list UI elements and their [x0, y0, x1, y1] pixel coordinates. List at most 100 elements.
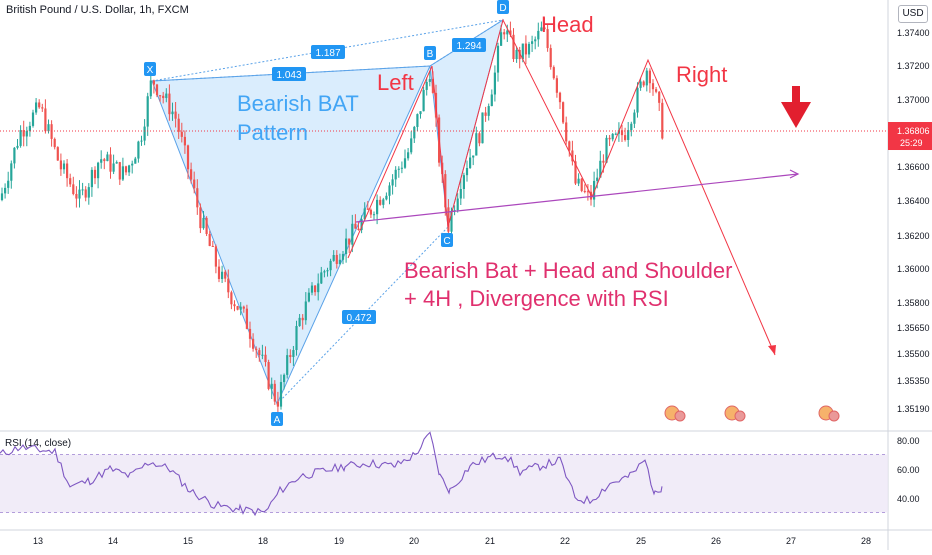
candle-body: [586, 191, 589, 193]
point-a-label: A: [274, 415, 281, 426]
point-c-label-badge[interactable]: [441, 233, 453, 247]
candle-body: [341, 254, 345, 260]
price-tick-label: 1.35350: [897, 376, 930, 386]
price-tick-label: 1.37000: [897, 95, 930, 105]
candle-body: [484, 112, 487, 116]
candle-body: [16, 145, 19, 148]
candle-body: [410, 138, 413, 153]
candle-body: [397, 168, 400, 170]
candle-body: [25, 131, 28, 137]
point-d-label: D: [499, 3, 506, 14]
candle-body: [28, 125, 31, 132]
candle-body: [137, 141, 140, 159]
candle-body: [159, 95, 162, 97]
candle-body: [577, 178, 580, 184]
candle-body: [611, 133, 614, 140]
candle-body: [66, 163, 69, 179]
candle-body: [19, 130, 22, 146]
candle-body: [276, 401, 279, 407]
candle-body: [171, 111, 174, 115]
candle-body: [174, 111, 177, 119]
ratio-xb-label-badge[interactable]: [311, 45, 345, 59]
summary-line2: + 4H , Divergence with RSI: [404, 286, 669, 311]
candle-body: [214, 246, 217, 267]
candle-body: [459, 188, 462, 199]
ratio-ac-label-badge[interactable]: [342, 310, 376, 324]
pattern-name-line1: Bearish BAT: [237, 91, 359, 116]
point-d-label-badge[interactable]: [497, 0, 509, 14]
economic-event-icon[interactable]: [828, 410, 840, 422]
candle-body: [38, 102, 41, 108]
currency-button[interactable]: USD: [898, 5, 928, 23]
candle-body: [7, 180, 10, 188]
candle-body: [627, 130, 630, 140]
candle-body: [236, 306, 239, 310]
candle-body: [453, 210, 456, 212]
time-tick-label: 15: [183, 536, 193, 546]
candle-body: [283, 374, 286, 383]
candle-body: [162, 95, 165, 99]
time-tick-label: 26: [711, 536, 721, 546]
candle-body: [369, 209, 372, 215]
left-shoulder-label: Left: [377, 70, 414, 95]
candle-body: [379, 199, 382, 205]
candle-body: [320, 272, 323, 284]
candle-body: [140, 140, 143, 142]
candle-body: [155, 84, 159, 96]
point-a-label-badge[interactable]: [271, 412, 283, 426]
candle-body: [338, 259, 341, 264]
candle-body: [382, 199, 385, 205]
candle-body: [620, 130, 624, 136]
candle-body: [233, 304, 236, 307]
candle-body: [93, 169, 97, 179]
candle-body: [248, 328, 252, 339]
candle-body: [53, 138, 56, 148]
candle-body: [546, 29, 549, 49]
candle-body: [118, 162, 121, 180]
candle-body: [416, 114, 419, 127]
economic-event-icon[interactable]: [734, 410, 746, 422]
time-tick-label: 21: [485, 536, 495, 546]
price-tick-label: 1.36600: [897, 162, 930, 172]
ratio-ac-label: 0.472: [346, 313, 371, 324]
ratio-line-xd: [151, 19, 504, 82]
candle-body: [90, 169, 93, 188]
candle-body: [87, 187, 90, 198]
candle-body: [562, 102, 565, 123]
economic-event-icon[interactable]: [674, 410, 686, 422]
ratio-xa-label: 1.043: [276, 70, 301, 81]
price-tick-label: 1.35500: [897, 349, 930, 359]
point-c-label: C: [443, 236, 450, 247]
candle-body: [549, 48, 552, 68]
candle-body: [286, 355, 289, 375]
ratio-line-ac: [276, 226, 449, 405]
candle-body: [295, 325, 298, 351]
point-x-label-badge[interactable]: [144, 62, 156, 76]
candle-body: [10, 163, 13, 181]
price-tick-label: 1.36000: [897, 264, 930, 274]
candle-body: [4, 187, 7, 194]
ratio-xa-label-badge[interactable]: [272, 67, 306, 81]
candle-body: [630, 123, 633, 131]
candle-body: [124, 166, 128, 173]
time-tick-label: 27: [786, 536, 796, 546]
candle-body: [357, 228, 360, 231]
candle-body: [496, 45, 500, 73]
candle-body: [481, 112, 484, 144]
candle-body: [183, 136, 186, 146]
candle-body: [307, 292, 310, 302]
candle-body: [180, 131, 183, 137]
point-b-label-badge[interactable]: [424, 46, 436, 60]
candle-body: [78, 189, 81, 199]
candle-body: [639, 81, 642, 88]
pattern-xab-triangle[interactable]: [151, 65, 431, 406]
ratio-bd-label-badge[interactable]: [452, 38, 486, 52]
candle-body: [385, 195, 388, 200]
left-shoulder-line: [347, 65, 433, 259]
candle-body: [317, 283, 320, 293]
candle-body: [518, 49, 521, 60]
current-price-tag[interactable]: [888, 122, 932, 151]
candle-body: [314, 285, 317, 293]
